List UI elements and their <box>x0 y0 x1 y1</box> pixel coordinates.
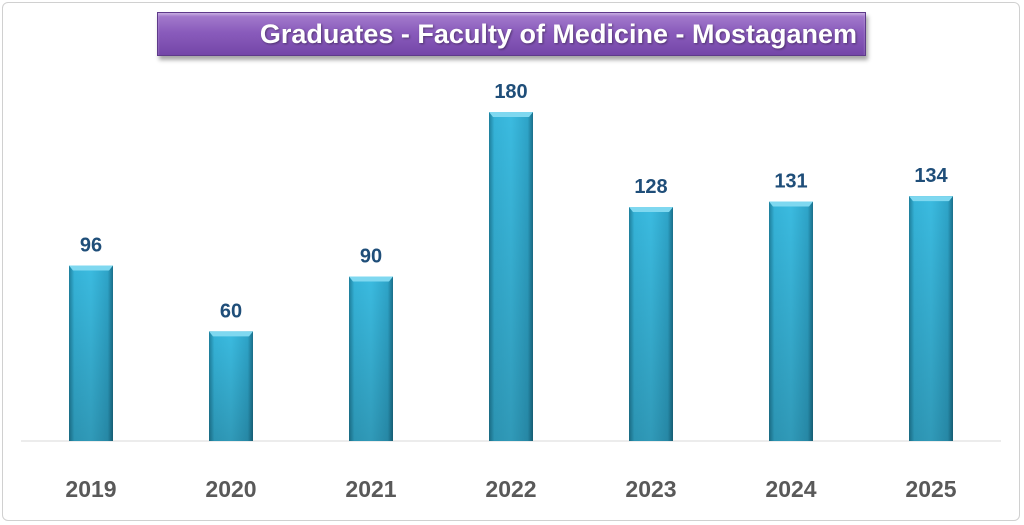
bar-bevel-2019 <box>69 265 113 271</box>
bar-shade-2025 <box>909 196 953 441</box>
x-tick-label-2020: 2020 <box>205 476 256 502</box>
chart-title: Graduates - Faculty of Medicine - Mostag… <box>157 12 866 56</box>
x-tick-label-2021: 2021 <box>345 476 396 502</box>
bar-bevel-2020 <box>209 331 253 337</box>
data-label-2019: 96 <box>80 235 102 257</box>
bar-shade-2024 <box>769 201 813 441</box>
data-label-2020: 60 <box>220 300 242 322</box>
bar-shade-2021 <box>349 276 393 441</box>
bar-shade-2019 <box>69 265 113 441</box>
data-label-2025: 134 <box>914 165 948 187</box>
x-tick-label-2025: 2025 <box>905 476 956 502</box>
bar-shade-2020 <box>209 331 253 441</box>
x-tick-label-2019: 2019 <box>65 476 116 502</box>
bar-bevel-2022 <box>489 112 533 117</box>
bar-bevel-2023 <box>629 207 673 213</box>
bar-shade-2022 <box>489 112 533 441</box>
data-label-2021: 90 <box>360 246 382 268</box>
data-label-2022: 180 <box>494 81 527 103</box>
bar-bevel-2025 <box>909 196 953 202</box>
x-tick-label-2024: 2024 <box>765 476 816 502</box>
x-tick-label-2023: 2023 <box>625 476 676 502</box>
x-tick-label-2022: 2022 <box>485 476 536 502</box>
bar-bevel-2024 <box>769 201 813 207</box>
data-label-2024: 131 <box>774 171 807 193</box>
data-label-2023: 128 <box>634 176 667 198</box>
bar-bevel-2021 <box>349 276 393 282</box>
bar-shade-2023 <box>629 207 673 441</box>
